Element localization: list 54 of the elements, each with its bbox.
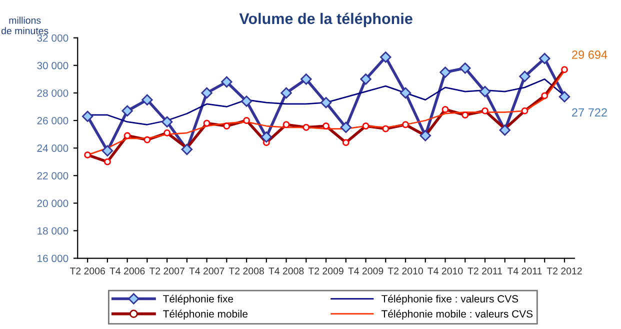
annotation: 27 722	[572, 108, 607, 116]
point	[499, 124, 510, 136]
x-tick-label: T2 2011	[468, 268, 502, 274]
x-tick-label: T4 2010	[428, 268, 463, 274]
y-axis-title: millions de minutes	[1, 16, 48, 34]
point	[102, 145, 114, 156]
x-tick-label: T4 2011	[507, 268, 542, 274]
point	[539, 52, 550, 64]
legend-label: Téléphonie mobile	[163, 310, 248, 320]
chart-title: Volume de la téléphonie	[239, 12, 412, 28]
y-tick-label: 16 000	[38, 254, 68, 262]
x-tick-label: T4 2007	[189, 268, 224, 274]
x-tick-label: T4 2009	[348, 268, 384, 274]
point	[380, 52, 392, 63]
y-tick-label: 32 000	[37, 34, 68, 42]
y-tick-label: 24 000	[37, 144, 68, 152]
point	[320, 96, 332, 108]
annotation: 29 694	[572, 50, 608, 59]
point	[201, 87, 212, 99]
point	[280, 87, 292, 99]
point	[360, 74, 372, 85]
y-tick-label: 28 000	[37, 89, 68, 97]
point	[82, 110, 94, 122]
x-tick-label: T2 2006	[70, 268, 105, 274]
point	[260, 131, 272, 143]
point	[240, 96, 252, 107]
point	[300, 74, 312, 85]
x-tick-label: T2 2010	[388, 268, 423, 274]
x-tick-label: T4 2006	[110, 268, 145, 274]
legend-label: Téléphonie fixe : valeurs CVS	[382, 294, 518, 305]
x-tick-label: T2 2008	[228, 268, 264, 274]
legend-label: Téléphonie mobile : valeurs CVS	[382, 310, 533, 320]
legend-label: Téléphonie fixe	[163, 294, 234, 305]
y-tick-label: 18 000	[38, 227, 68, 235]
point	[400, 87, 412, 99]
y-tick-label: 22 000	[37, 172, 68, 180]
y-tick-label: 26 000	[37, 116, 68, 124]
point	[340, 122, 352, 133]
point	[221, 76, 232, 88]
point	[161, 116, 173, 128]
x-tick-label: T4 2008	[268, 268, 304, 274]
x-tick-label: T2 2007	[149, 268, 184, 274]
point	[440, 66, 451, 78]
point	[519, 70, 530, 82]
point	[122, 105, 133, 116]
y-tick-label: 20 000	[37, 200, 68, 208]
point	[181, 144, 193, 156]
y-tick-label: 30 000	[37, 62, 68, 70]
point	[479, 86, 491, 98]
x-tick-label: T2 2012	[546, 268, 582, 274]
point	[460, 62, 471, 74]
x-tick-label: T2 2009	[308, 268, 344, 274]
point	[142, 94, 153, 106]
point	[558, 91, 570, 102]
